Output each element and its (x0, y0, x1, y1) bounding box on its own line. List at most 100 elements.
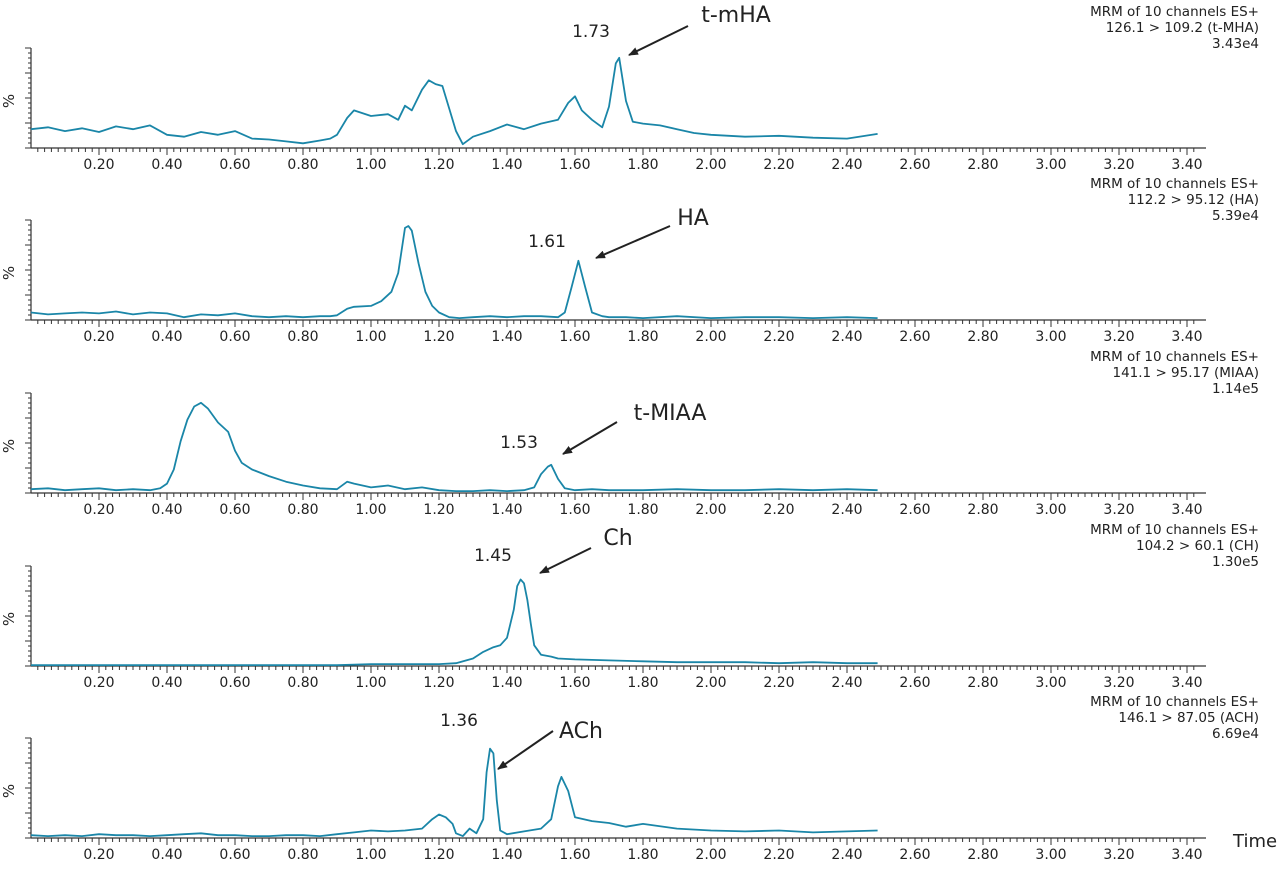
x-tick-label: 2.20 (763, 847, 794, 863)
x-tick-label: 1.60 (559, 157, 590, 173)
channel-info-line: 1.30e5 (1212, 554, 1259, 570)
x-tick-label: 3.40 (1171, 502, 1202, 518)
x-tick-label: 1.20 (423, 847, 454, 863)
chromatogram-panel-3: 0.20 0.40 0.60 0.80 1.00 1.20 1.40 1.60 1.80 2.00… (0, 349, 1259, 518)
x-tick-label: 3.00 (1035, 502, 1066, 518)
x-tick-label: 3.40 (1171, 847, 1202, 863)
x-tick-label: 2.80 (967, 502, 998, 518)
channel-info-line: MRM of 10 channels ES+ (1090, 4, 1259, 20)
channel-info-line: 126.1 > 109.2 (t-MHA) (1106, 20, 1259, 36)
x-tick-label: 2.20 (763, 329, 794, 345)
x-tick-label: 2.40 (831, 157, 862, 173)
x-tick-label: 0.80 (287, 329, 318, 345)
y-axis-label: % (0, 784, 18, 798)
x-tick-label: 3.20 (1103, 847, 1134, 863)
compound-label: Ch (603, 526, 632, 551)
x-tick-label: 0.20 (83, 847, 114, 863)
x-tick-label: 2.00 (695, 502, 726, 518)
x-tick-label: 1.60 (559, 329, 590, 345)
channel-info-line: 112.2 > 95.12 (HA) (1128, 192, 1259, 208)
x-tick-label: 1.40 (491, 675, 522, 691)
x-tick-label: 0.40 (151, 675, 182, 691)
x-tick-label: 2.20 (763, 502, 794, 518)
y-axis-label: % (0, 439, 18, 453)
x-tick-label: 2.00 (695, 675, 726, 691)
peak-retention-label: 1.36 (440, 711, 478, 731)
x-tick-label: 2.80 (967, 847, 998, 863)
x-tick-label: 0.80 (287, 157, 318, 173)
x-tick-label: 2.40 (831, 502, 862, 518)
peak-arrow (595, 225, 671, 259)
x-tick-label: 2.60 (899, 502, 930, 518)
peak-arrow (539, 547, 592, 574)
x-tick-label: 0.60 (219, 502, 250, 518)
x-tick-label: 1.20 (423, 329, 454, 345)
x-tick-label: 0.80 (287, 675, 318, 691)
x-tick-label: 0.80 (287, 847, 318, 863)
x-tick-label: 3.00 (1035, 847, 1066, 863)
peak-retention-label: 1.73 (572, 22, 610, 42)
channel-info-line: 146.1 > 87.05 (ACH) (1118, 710, 1259, 726)
x-tick-label: 3.20 (1103, 329, 1134, 345)
x-tick-label: 2.20 (763, 157, 794, 173)
compound-label: ACh (559, 719, 603, 744)
channel-info-line: MRM of 10 channels ES+ (1090, 349, 1259, 365)
x-tick-label: 1.80 (627, 675, 658, 691)
compound-label: t-MIAA (634, 401, 707, 426)
channel-info-line: MRM of 10 channels ES+ (1090, 694, 1259, 710)
x-tick-label: 3.00 (1035, 329, 1066, 345)
channel-info-line: 3.43e4 (1212, 36, 1259, 52)
channel-info-line: 141.1 > 95.17 (MIAA) (1113, 365, 1260, 381)
x-tick-label: 2.60 (899, 157, 930, 173)
x-tick-label: 2.80 (967, 329, 998, 345)
channel-info-line: 104.2 > 60.1 (CH) (1136, 538, 1259, 554)
x-tick-label: 0.20 (83, 675, 114, 691)
x-tick-label: 1.40 (491, 157, 522, 173)
x-tick-label: 2.60 (899, 847, 930, 863)
x-tick-label: 1.00 (355, 329, 386, 345)
chromatogram-panel-1: 0.20 0.40 0.60 0.80 1.00 1.20 1.40 1.60 1.80 2.00… (0, 3, 1259, 173)
y-axis-label: % (0, 94, 18, 108)
x-tick-label: 1.20 (423, 675, 454, 691)
x-tick-label: 1.00 (355, 675, 386, 691)
chromatogram-panel-5: 0.20 0.40 0.60 0.80 1.00 1.20 1.40 1.60 1.80 2.00… (0, 694, 1259, 863)
channel-info-line: MRM of 10 channels ES+ (1090, 522, 1259, 538)
x-tick-label: 3.40 (1171, 675, 1202, 691)
x-tick-label: 1.40 (491, 847, 522, 863)
x-tick-label: 1.20 (423, 502, 454, 518)
x-tick-label: 3.00 (1035, 157, 1066, 173)
x-tick-label: 2.40 (831, 329, 862, 345)
x-tick-label: 0.20 (83, 502, 114, 518)
x-tick-label: 2.80 (967, 157, 998, 173)
peak-retention-label: 1.45 (474, 546, 512, 566)
x-tick-label: 1.00 (355, 847, 386, 863)
peak-retention-label: 1.53 (500, 433, 538, 453)
peak-arrow (628, 25, 689, 56)
compound-label: HA (677, 206, 709, 231)
peak-arrow (497, 730, 554, 770)
x-tick-label: 1.80 (627, 847, 658, 863)
x-tick-label: 2.20 (763, 675, 794, 691)
x-tick-label: 0.60 (219, 675, 250, 691)
x-tick-label: 3.20 (1103, 675, 1134, 691)
compound-label: t-mHA (701, 3, 771, 28)
x-tick-label: 1.80 (627, 157, 658, 173)
x-tick-label: 3.40 (1171, 329, 1202, 345)
x-tick-label: 2.60 (899, 675, 930, 691)
x-tick-label: 1.80 (627, 329, 658, 345)
chromatogram-trace (30, 56, 878, 146)
x-tick-label: 0.60 (219, 329, 250, 345)
x-tick-label: 1.20 (423, 157, 454, 173)
x-tick-label: 0.60 (219, 847, 250, 863)
x-tick-label: 0.40 (151, 329, 182, 345)
x-tick-label: 1.60 (559, 847, 590, 863)
x-tick-label: 1.40 (491, 502, 522, 518)
x-tick-label: 2.00 (695, 847, 726, 863)
chromatogram-panel-2: 0.20 0.40 0.60 0.80 1.00 1.20 1.40 1.60 1.80 2.00… (0, 176, 1259, 345)
x-tick-label: 2.80 (967, 675, 998, 691)
x-tick-label: 0.40 (151, 157, 182, 173)
x-tick-label: 1.40 (491, 329, 522, 345)
channel-info-line: 1.14e5 (1212, 381, 1259, 397)
